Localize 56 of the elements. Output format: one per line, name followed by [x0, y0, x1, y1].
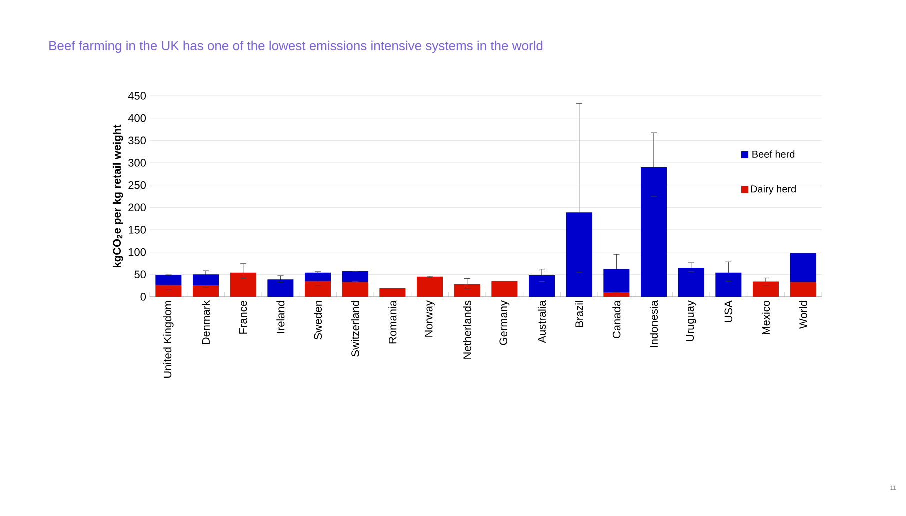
x-tick-label: Brazil: [575, 301, 584, 328]
x-tick-label: Australia: [538, 300, 546, 344]
x-tick-label: Mexico: [762, 300, 770, 334]
x-tick-label: United Kingdom: [164, 301, 174, 378]
bar: [641, 167, 667, 297]
legend-label: Beef herd: [752, 150, 795, 158]
bar: [604, 292, 630, 297]
bar: [193, 286, 220, 297]
bar: [156, 275, 182, 286]
bar: [230, 272, 256, 297]
y-tick-label: 400: [128, 114, 146, 122]
x-tick-label: Sweden: [314, 301, 322, 340]
y-tick-label: 150: [128, 226, 146, 234]
y-tick-label: 0: [140, 293, 146, 301]
bar: [678, 268, 704, 297]
bar: [268, 280, 294, 297]
y-tick-label: 300: [128, 159, 146, 167]
x-tick-label: Denmark: [202, 300, 210, 344]
y-tick-label: 50: [134, 270, 146, 279]
bar: [454, 284, 480, 297]
legend-label: Dairy herd: [751, 185, 796, 195]
bar: [753, 282, 779, 297]
x-tick-label: Romania: [388, 300, 397, 344]
y-tick-label: 450: [128, 92, 146, 100]
x-tick-label: Germany: [500, 300, 510, 346]
bar: [156, 285, 182, 297]
bar: [716, 272, 742, 297]
bar: [529, 276, 555, 297]
y-tick-label: 250: [128, 181, 146, 190]
x-tick-label: France: [240, 301, 248, 334]
bar: [305, 281, 332, 297]
x-tick-label: World: [799, 301, 808, 329]
x-tick-label: USA: [724, 300, 733, 322]
bar: [342, 272, 368, 282]
x-tick-label: Canada: [612, 300, 621, 338]
bar: [342, 282, 368, 297]
x-tick-label: Norway: [425, 300, 435, 337]
y-axis-title: kgCO$_{2}$e per kg retail weight: [112, 124, 124, 268]
bar: [417, 276, 443, 297]
x-tick-label: Switzerland: [351, 301, 360, 357]
bar: [566, 212, 592, 297]
x-tick-label: Netherlands: [463, 300, 472, 359]
bar: [193, 274, 220, 286]
y-tick-label: 100: [128, 248, 146, 256]
bar: [492, 281, 518, 297]
bar: [305, 272, 332, 282]
y-tick-label: 200: [128, 204, 146, 212]
x-tick-label: Ireland: [276, 301, 285, 334]
bar: [790, 253, 816, 282]
y-tick-label: 350: [128, 136, 146, 145]
chart-title: Beef farming in the UK has one of the lowest emissions intensive systems in the world: [50, 40, 543, 54]
bar: [380, 288, 406, 297]
x-tick-label: Uruguay: [686, 300, 696, 342]
bar: [790, 282, 816, 297]
x-tick-label: Indonesia: [650, 300, 658, 348]
bar: [604, 269, 630, 293]
